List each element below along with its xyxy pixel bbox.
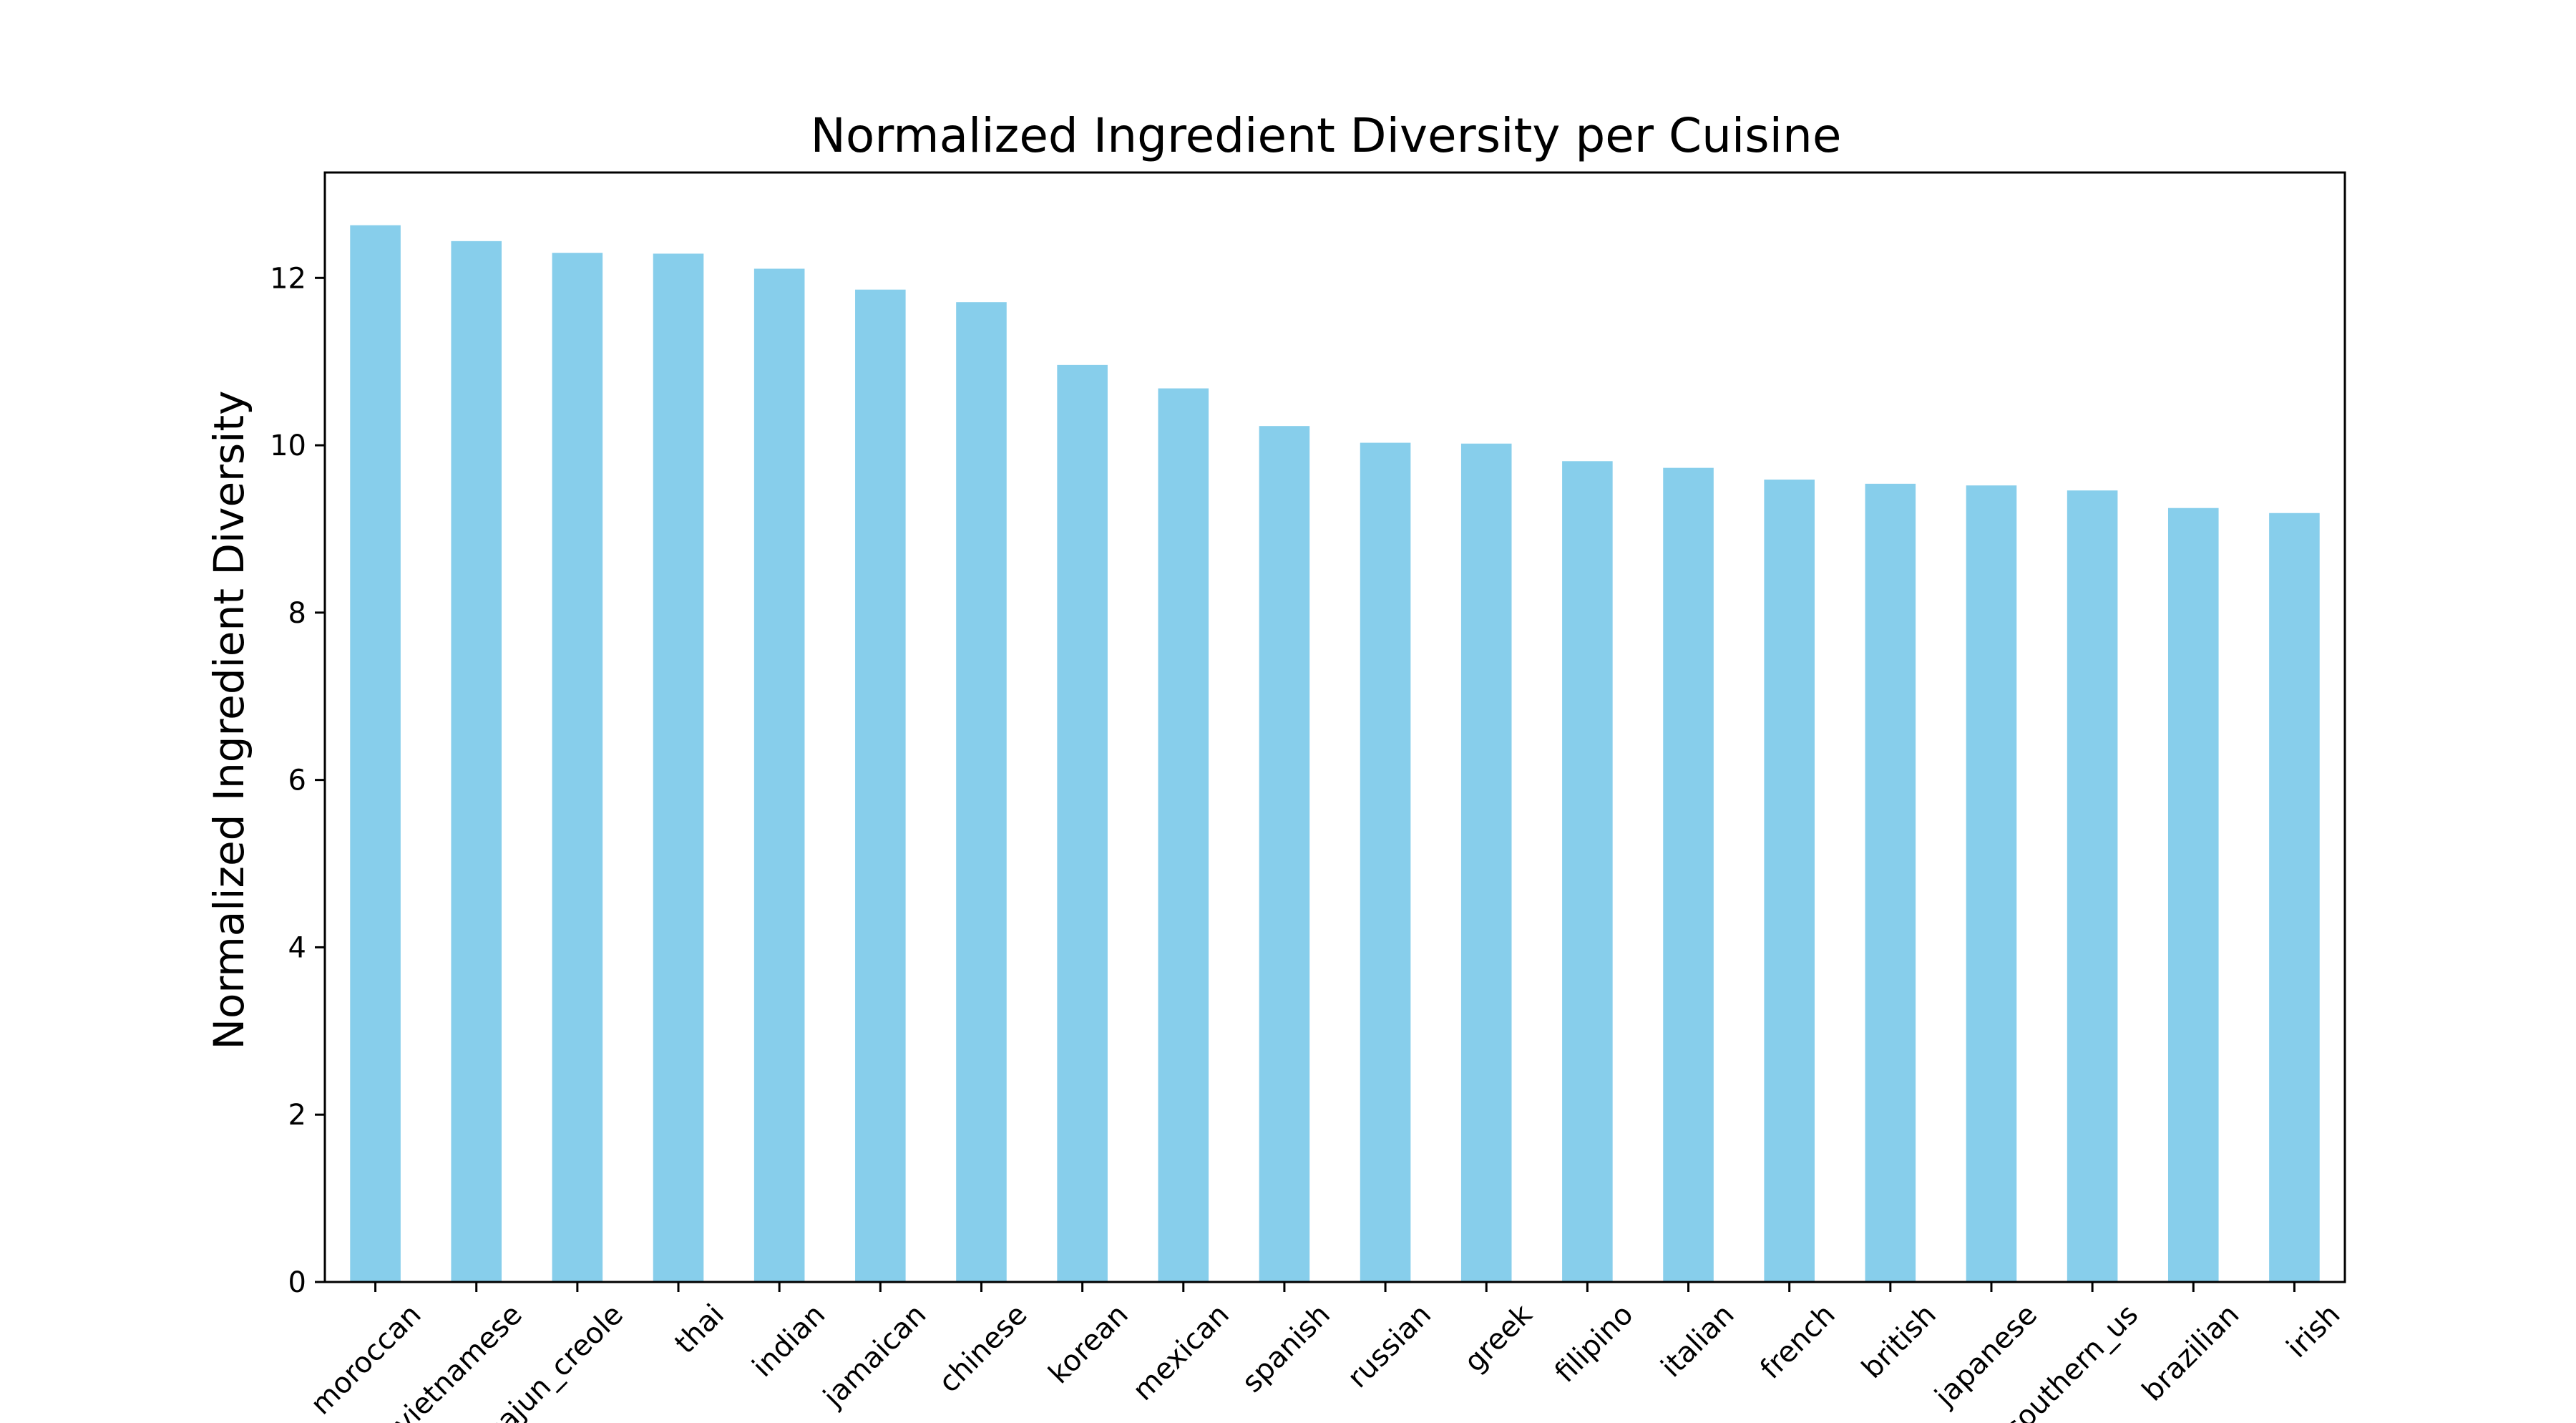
bar-filipino [1562, 461, 1613, 1282]
bar-moroccan [350, 225, 401, 1282]
bar-southern_us [2067, 490, 2118, 1282]
bar-cajun_creole [552, 253, 603, 1283]
bar-russian [1360, 442, 1411, 1282]
y-tick-label: 8 [288, 597, 306, 630]
bars-group [350, 225, 2320, 1283]
bar-irish [2269, 513, 2320, 1282]
y-tick-label: 0 [288, 1266, 306, 1299]
bar-british [1865, 483, 1916, 1283]
y-axis-ticks: 0 2 4 6 8 10 12 [270, 262, 325, 1299]
y-tick-label: 2 [288, 1099, 306, 1132]
bar-jamaican [855, 289, 906, 1282]
bar-brazilian [2167, 507, 2219, 1282]
y-tick-label: 12 [270, 262, 306, 295]
bar-italian [1663, 467, 1714, 1282]
bar-spanish [1259, 426, 1310, 1282]
bar-chinese [956, 302, 1007, 1282]
bar-mexican [1158, 388, 1209, 1282]
bar-vietnamese [451, 241, 502, 1282]
bar-greek [1460, 443, 1512, 1282]
bar-japanese [1966, 485, 2017, 1283]
y-tick-label: 6 [288, 764, 306, 797]
y-tick-label: 4 [288, 931, 306, 964]
bar-korean [1057, 364, 1108, 1282]
plot-frame [323, 171, 2346, 1283]
y-tick-label: 10 [270, 429, 306, 462]
bar-french [1764, 479, 1815, 1282]
bar-indian [753, 268, 805, 1282]
y-axis-label: Normalized Ingredient Diversity [205, 391, 253, 1050]
chart-title: Normalized Ingredient Diversity per Cuis… [811, 108, 1842, 163]
bar-thai [653, 253, 704, 1282]
